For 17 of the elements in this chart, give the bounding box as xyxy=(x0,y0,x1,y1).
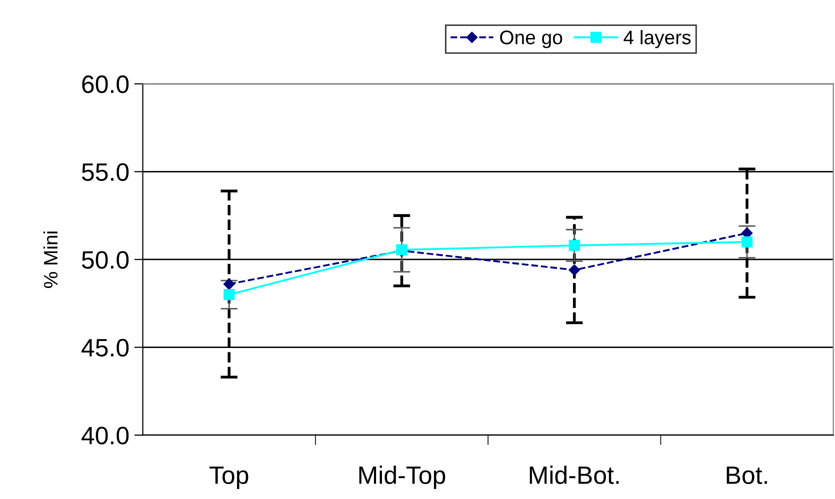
y-tick-label: 45.0 xyxy=(82,338,129,357)
x-tick-label: Bot. xyxy=(726,466,767,484)
point xyxy=(223,278,235,290)
y-tick-label: 50.0 xyxy=(82,251,129,269)
point xyxy=(741,236,753,248)
legend-label: 4 layers xyxy=(624,30,691,48)
legend-label: One go xyxy=(500,30,562,48)
x-tick-label: Top xyxy=(210,466,248,489)
y-tick-label: 60.0 xyxy=(82,75,129,94)
x-tick-label: Mid-Top xyxy=(359,466,446,489)
y-axis-title: % Mini xyxy=(43,232,58,288)
point xyxy=(224,289,235,300)
y-tick-label: 40.0 xyxy=(82,426,129,444)
y-tick-label: 55.0 xyxy=(82,163,129,181)
point xyxy=(568,264,580,276)
x-tick-label: Mid-Bot. xyxy=(530,466,619,484)
point xyxy=(568,240,580,251)
